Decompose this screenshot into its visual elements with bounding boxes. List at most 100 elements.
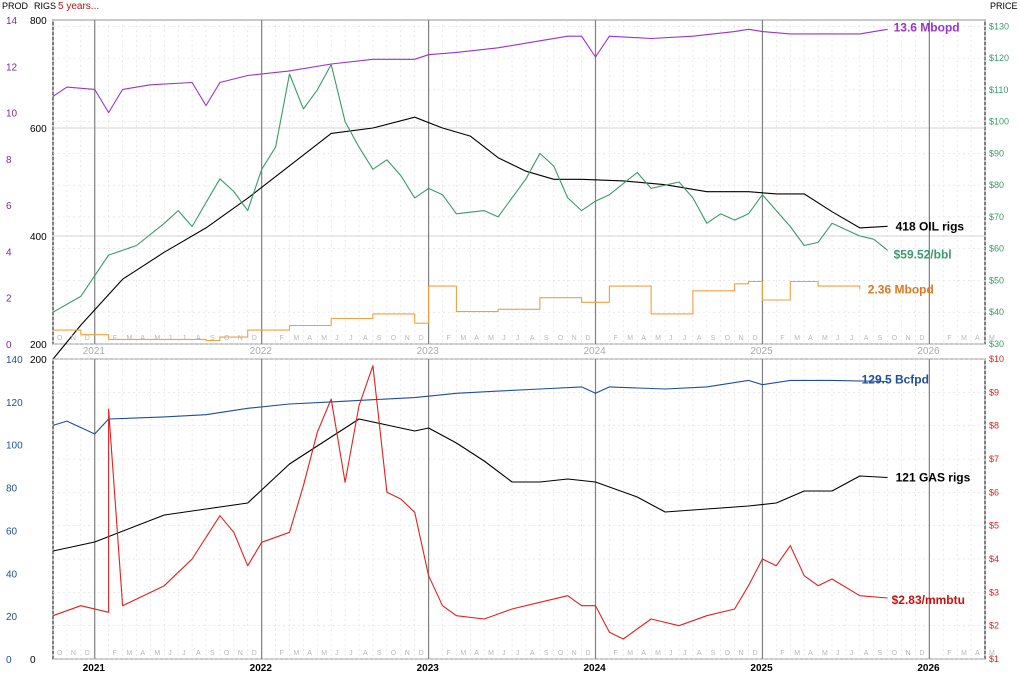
month-label: O [892,650,898,657]
gas-price-label: $2.83/mmbtu [892,593,965,607]
month-label: F [113,650,117,657]
price-tick-label: $40 [989,307,1004,317]
month-label: M [961,335,967,342]
month-label: M [127,650,133,657]
prod-tick-label: 10 [6,109,18,120]
month-label: D [252,335,257,342]
month-label: N [572,335,577,342]
month-label: A [697,650,702,657]
price-tick-label: $2 [989,621,999,631]
price-tick-label: $100 [989,117,1009,127]
month-label: A [975,650,980,657]
prod-tick-label: 100 [6,441,23,452]
ngl-prod-line [53,280,861,342]
month-label: J [850,335,854,342]
month-label: M [822,650,828,657]
price-tick-label: $90 [989,148,1004,158]
prod-tick-label: 4 [6,247,12,258]
month-label: F [113,335,117,342]
price-tick-label: $1 [989,654,999,664]
month-label: M [822,335,828,342]
month-label: J [850,650,854,657]
month-label: J [335,650,339,657]
month-label: M [794,650,800,657]
month-label: F [280,650,284,657]
month-label: D [586,650,591,657]
gas-panel: $1 $2 $3 $4 $5 $6 $7 $8 $9 $10 0 200 0 20 40 60 80 100 120… [6,354,1004,674]
oil-year-lines [94,20,930,344]
month-label: J [683,335,687,342]
month-label: A [641,650,646,657]
range-link[interactable]: 5 years... [58,1,99,12]
month-label: J [502,650,506,657]
rigs-axis-title: RIGS [34,1,56,11]
month-label: O [558,650,564,657]
month-label: A [196,650,201,657]
month-label: J [836,650,840,657]
month-label: F [613,650,617,657]
month-label: M [127,335,133,342]
ngl-production-label: 2.36 Mbopd [868,282,934,296]
year-label: 2021 [83,663,106,674]
month-label: F [280,335,284,342]
month-label: D [85,335,90,342]
month-label: S [878,335,883,342]
month-label: J [502,335,506,342]
month-label: F [947,650,951,657]
month-label: J [168,335,172,342]
month-label: A [307,335,312,342]
prod-tick-label: 2 [6,294,12,305]
month-label: M [655,650,661,657]
month-label: J [349,335,353,342]
month-label: D [752,335,757,342]
prod-tick-label: 12 [6,62,18,73]
month-label: N [572,650,577,657]
oil-price-line [52,63,888,313]
year-label: 2024 [584,346,607,357]
month-label: D [419,335,424,342]
price-tick-label: $120 [989,53,1009,63]
month-label: S [377,650,382,657]
prod-tick-label: 0 [6,655,12,666]
month-label: A [307,650,312,657]
month-label: A [474,335,479,342]
month-label: F [446,650,450,657]
oil-prod-line [52,28,888,114]
gas-production-label: 129.5 Bcfpd [862,373,929,387]
month-label: O [725,650,731,657]
month-label: A [641,335,646,342]
prod-tick-label: 120 [6,398,23,409]
price-tick-label: $3 [989,587,999,597]
month-label: O [224,335,230,342]
month-label: O [892,335,898,342]
month-label: N [739,650,744,657]
month-label: J [516,335,520,342]
price-tick-label: $7 [989,454,999,464]
month-label: M [460,335,466,342]
year-label: 2021 [83,346,106,357]
price-tick-label: $130 [989,21,1009,31]
gas-year-lines [94,359,930,659]
month-label: M [961,650,967,657]
rigs-tick-label: 800 [30,16,47,27]
price-tick-label: $9 [989,387,999,397]
year-label: 2026 [917,346,940,357]
month-label: M [154,335,160,342]
rigs-tick-label: 200 [30,355,47,366]
oil-price-label: $59.52/bbl [894,247,952,261]
year-label: 2022 [250,346,273,357]
month-label: D [85,650,90,657]
price-tick-label: $60 [989,244,1004,254]
month-label: J [516,650,520,657]
month-label: F [947,335,951,342]
month-label: M [488,335,494,342]
price-tick-label: $10 [989,354,1004,364]
month-label: N [905,335,910,342]
month-label: S [878,650,883,657]
month-label: M [460,650,466,657]
prod-tick-label: 20 [6,612,18,623]
month-label: A [140,335,145,342]
month-label: M [989,650,995,657]
month-label: A [474,650,479,657]
